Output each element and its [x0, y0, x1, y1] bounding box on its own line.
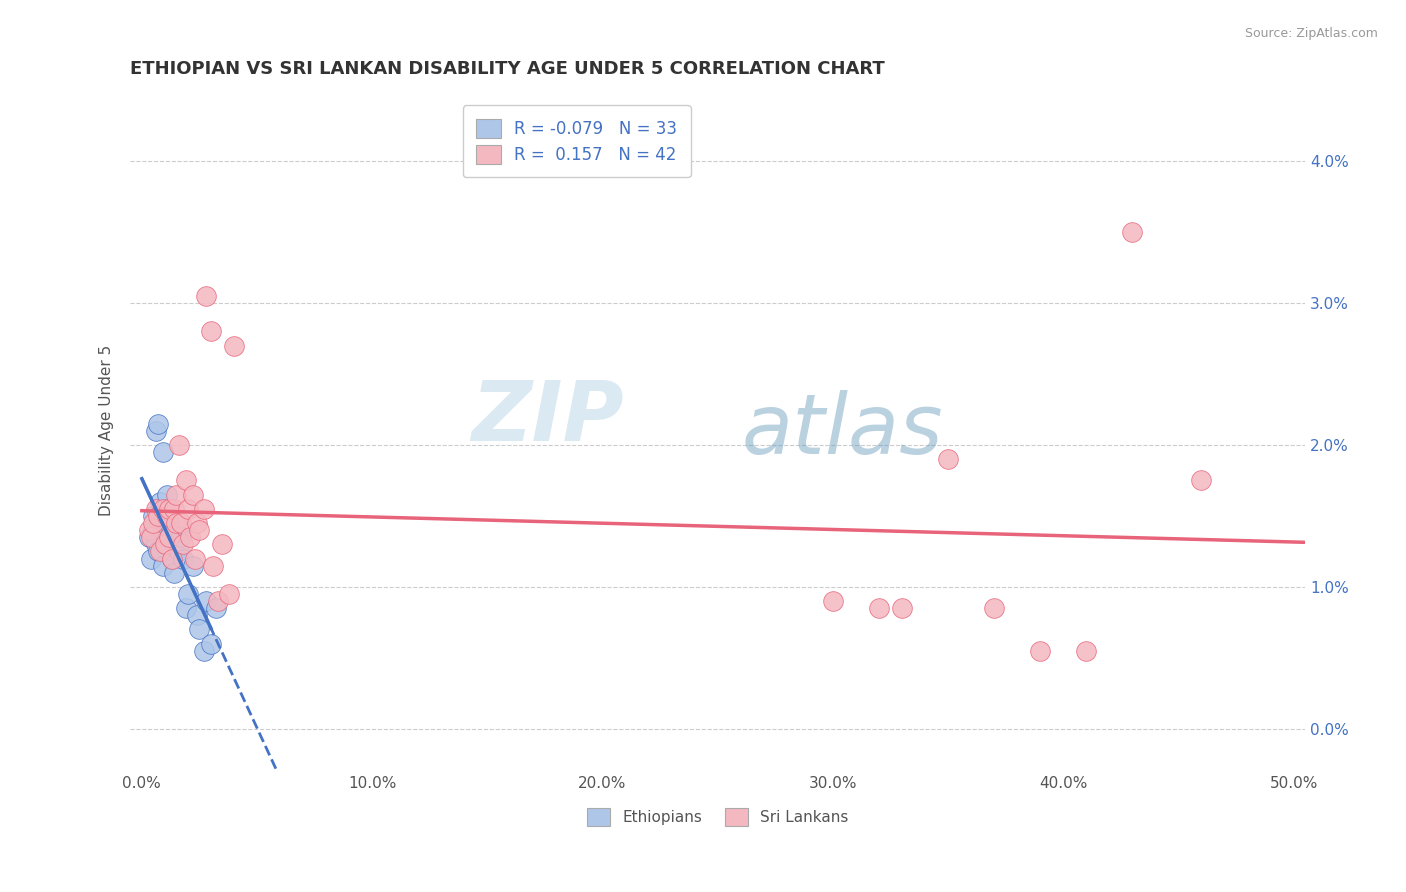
Point — [936, 452, 959, 467]
Point — [142, 508, 165, 523]
Point — [1121, 225, 1143, 239]
Point — [142, 516, 165, 530]
Point — [891, 601, 914, 615]
Text: ETHIOPIAN VS SRI LANKAN DISABILITY AGE UNDER 5 CORRELATION CHART: ETHIOPIAN VS SRI LANKAN DISABILITY AGE U… — [131, 60, 886, 78]
Point — [186, 608, 208, 623]
Text: atlas: atlas — [741, 391, 943, 471]
Point — [165, 530, 187, 544]
Point — [167, 438, 190, 452]
Point — [193, 501, 215, 516]
Point — [174, 474, 197, 488]
Point — [153, 537, 176, 551]
Point — [153, 501, 176, 516]
Point — [156, 508, 179, 523]
Point — [207, 594, 229, 608]
Point — [195, 289, 218, 303]
Point — [146, 417, 169, 431]
Point — [149, 495, 172, 509]
Point — [165, 488, 187, 502]
Point — [142, 523, 165, 537]
Point — [170, 530, 193, 544]
Point — [160, 551, 183, 566]
Point — [156, 523, 179, 537]
Point — [868, 601, 890, 615]
Point — [145, 537, 167, 551]
Point — [218, 587, 240, 601]
Point — [152, 501, 174, 516]
Point — [145, 424, 167, 438]
Point — [139, 530, 162, 544]
Point — [160, 551, 183, 566]
Point — [159, 501, 181, 516]
Point — [222, 339, 245, 353]
Point — [186, 516, 208, 530]
Point — [1029, 644, 1052, 658]
Point — [181, 558, 204, 573]
Point — [983, 601, 1005, 615]
Point — [145, 501, 167, 516]
Point — [204, 601, 226, 615]
Point — [177, 501, 200, 516]
Point — [188, 623, 211, 637]
Point — [163, 566, 186, 580]
Y-axis label: Disability Age Under 5: Disability Age Under 5 — [100, 345, 114, 516]
Point — [177, 587, 200, 601]
Point — [174, 601, 197, 615]
Point — [153, 537, 176, 551]
Point — [170, 516, 193, 530]
Point — [195, 594, 218, 608]
Point — [159, 530, 181, 544]
Point — [200, 325, 222, 339]
Text: ZIP: ZIP — [471, 376, 624, 458]
Point — [193, 644, 215, 658]
Point — [159, 516, 181, 530]
Point — [188, 523, 211, 537]
Point — [167, 544, 190, 558]
Point — [211, 537, 233, 551]
Point — [159, 530, 181, 544]
Point — [200, 637, 222, 651]
Point — [152, 445, 174, 459]
Point — [184, 551, 207, 566]
Point — [165, 516, 187, 530]
Point — [138, 530, 160, 544]
Point — [149, 516, 172, 530]
Point — [1076, 644, 1098, 658]
Point — [139, 551, 162, 566]
Point — [156, 488, 179, 502]
Legend: Ethiopians, Sri Lankans: Ethiopians, Sri Lankans — [581, 802, 855, 832]
Point — [149, 544, 172, 558]
Point — [1191, 474, 1213, 488]
Point — [821, 594, 844, 608]
Point — [172, 551, 194, 566]
Point — [202, 558, 225, 573]
Point — [138, 523, 160, 537]
Point — [146, 544, 169, 558]
Point — [172, 537, 194, 551]
Point — [163, 501, 186, 516]
Point — [181, 488, 204, 502]
Point — [152, 558, 174, 573]
Point — [146, 508, 169, 523]
Point — [179, 530, 201, 544]
Text: Source: ZipAtlas.com: Source: ZipAtlas.com — [1244, 27, 1378, 40]
